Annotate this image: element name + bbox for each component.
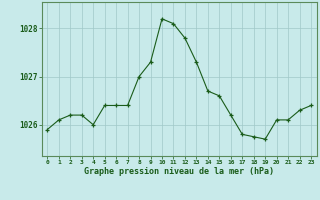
X-axis label: Graphe pression niveau de la mer (hPa): Graphe pression niveau de la mer (hPa) (84, 167, 274, 176)
